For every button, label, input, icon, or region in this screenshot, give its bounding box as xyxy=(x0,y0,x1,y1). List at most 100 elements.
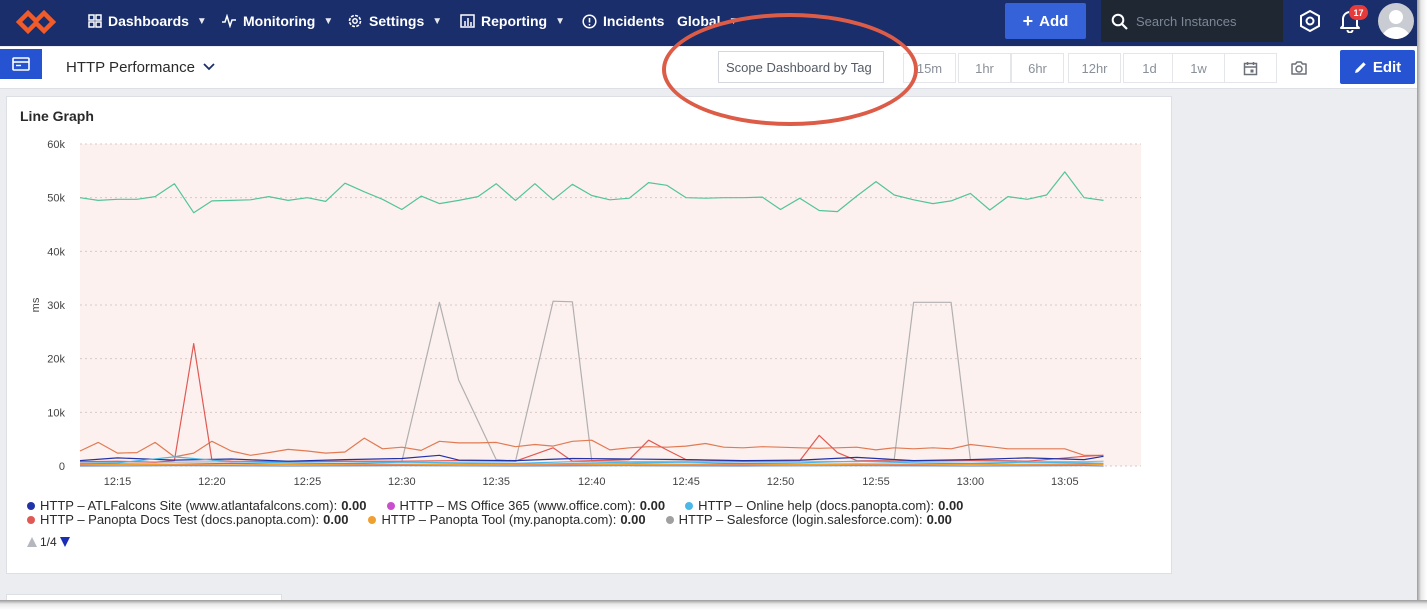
settings-icon xyxy=(348,14,362,28)
camera-icon xyxy=(1291,61,1307,75)
time-range-15m[interactable]: 15m xyxy=(903,53,956,83)
legend-page-up-icon[interactable] xyxy=(27,537,37,547)
nav-settings[interactable]: Settings ▼ xyxy=(347,0,442,42)
y-tick-label: 0 xyxy=(59,461,65,473)
legend-label: HTTP – MS Office 365 (www.office.com): xyxy=(399,499,636,513)
x-tick-label: 12:25 xyxy=(294,476,322,488)
dashboards-icon xyxy=(88,14,102,28)
nav-settings-label: Settings xyxy=(369,13,425,29)
time-range-1hr[interactable]: 1hr xyxy=(958,53,1011,83)
legend-page-down-icon[interactable] xyxy=(59,537,70,547)
window-shadow-right xyxy=(1417,0,1427,610)
chevron-down-icon: ▼ xyxy=(728,15,739,27)
x-tick-label: 12:35 xyxy=(482,476,510,488)
legend-value: 0.00 xyxy=(323,512,349,527)
search-icon xyxy=(1111,13,1128,30)
reporting-icon xyxy=(460,14,475,28)
user-avatar[interactable] xyxy=(1378,3,1414,39)
series-line-5 xyxy=(79,456,1104,464)
series-line-2 xyxy=(79,437,1104,458)
panopta-logo[interactable] xyxy=(14,7,58,37)
legend-swatch xyxy=(27,502,35,510)
nav-dashboards[interactable]: Dashboards ▼ xyxy=(88,0,207,42)
x-tick-label: 13:00 xyxy=(957,476,985,488)
monitoring-icon xyxy=(222,14,236,28)
edit-button-label: Edit xyxy=(1372,58,1402,76)
x-tick-label: 12:20 xyxy=(198,476,226,488)
nav-global[interactable]: Global ▼ xyxy=(677,0,738,42)
chevron-down-icon: ▼ xyxy=(432,15,443,27)
legend-entry[interactable]: HTTP – Panopta Tool (my.panopta.com): 0.0… xyxy=(368,512,646,527)
chevron-down-icon xyxy=(203,63,215,71)
time-range-12hr[interactable]: 12hr xyxy=(1068,53,1121,83)
scope-by-tag-input[interactable] xyxy=(718,51,884,83)
y-tick-label: 50k xyxy=(47,193,65,205)
legend-row: HTTP – ATLFalcons Site (www.atlantafalco… xyxy=(27,499,1027,513)
nav-global-label: Global xyxy=(677,13,721,29)
dashboard-toolbar: HTTP Performance 15m 1hr 6hr 12hr 1d 1w … xyxy=(0,47,1417,89)
legend-swatch xyxy=(368,516,377,524)
widget-title: Line Graph xyxy=(20,108,94,124)
legend-label: HTTP – Panopta Tool (my.panopta.com): xyxy=(381,512,617,527)
hexagon-settings-icon xyxy=(1300,9,1320,33)
series-line-0 xyxy=(79,171,1104,214)
y-tick-label: 10k xyxy=(47,407,65,419)
x-tick-label: 12:50 xyxy=(767,476,795,488)
x-tick-label: 13:05 xyxy=(1051,476,1079,488)
search-input[interactable] xyxy=(1136,13,1276,29)
y-tick-label: 40k xyxy=(47,246,65,258)
legend-swatch xyxy=(27,516,35,524)
plus-icon: + xyxy=(1022,11,1034,31)
legend-swatch xyxy=(685,502,694,510)
legend-entry[interactable]: HTTP – Salesforce (login.salesforce.com)… xyxy=(665,512,952,527)
nav-dashboards-label: Dashboards xyxy=(108,13,189,29)
incidents-icon xyxy=(582,13,597,29)
nav-incidents-label: Incidents xyxy=(603,13,665,29)
dashboard-list-button[interactable] xyxy=(0,49,42,79)
legend-entry[interactable]: HTTP – Panopta Docs Test (docs.panopta.c… xyxy=(27,513,348,527)
custom-date-button[interactable] xyxy=(1224,53,1277,83)
calendar-icon xyxy=(1243,61,1258,75)
next-widget xyxy=(6,594,282,600)
nav-incidents[interactable]: Incidents xyxy=(582,0,664,42)
settings-shortcut-button[interactable] xyxy=(1295,6,1325,36)
pencil-icon xyxy=(1354,61,1366,73)
nav-reporting[interactable]: Reporting ▼ xyxy=(460,0,565,42)
chevron-down-icon: ▼ xyxy=(323,15,334,27)
dashboard-selector[interactable]: HTTP Performance xyxy=(66,47,215,87)
legend-entry[interactable]: HTTP – Online help (docs.panopta.com): 0.… xyxy=(685,499,963,513)
series-line-1 xyxy=(79,300,1104,463)
x-tick-label: 12:45 xyxy=(672,476,700,488)
snapshot-button[interactable] xyxy=(1283,53,1315,83)
y-axis-label: ms xyxy=(30,297,42,312)
series-line-3 xyxy=(79,343,1104,463)
legend-value: 0.00 xyxy=(639,499,666,513)
time-range-1w[interactable]: 1w xyxy=(1172,53,1225,83)
legend-value: 0.00 xyxy=(620,512,646,527)
time-range-1d[interactable]: 1d xyxy=(1123,53,1176,83)
legend-row: HTTP – Panopta Docs Test (docs.panopta.c… xyxy=(27,513,1027,527)
nav-monitoring-label: Monitoring xyxy=(243,13,316,29)
legend-swatch xyxy=(665,516,674,524)
notification-count-badge: 17 xyxy=(1349,5,1368,20)
y-tick-label: 20k xyxy=(47,354,65,366)
legend-entry[interactable]: HTTP – ATLFalcons Site (www.atlantafalco… xyxy=(27,499,367,513)
add-button[interactable]: + Add xyxy=(1005,3,1086,39)
time-range-6hr[interactable]: 6hr xyxy=(1011,53,1064,83)
edit-button[interactable]: Edit xyxy=(1340,50,1415,84)
line-graph-widget: Line Graph 0 10k 20k 30k 40k 50k 60k 12:15 12:20… xyxy=(6,96,1172,574)
legend-label: HTTP – Panopta Docs Test (docs.panopta.c… xyxy=(40,512,320,527)
nav-monitoring[interactable]: Monitoring ▼ xyxy=(221,0,333,42)
x-tick-label: 12:40 xyxy=(578,476,606,488)
add-button-label: Add xyxy=(1039,12,1069,30)
y-tick-label: 30k xyxy=(47,300,65,312)
legend-page-indicator: 1/4 xyxy=(40,535,57,549)
legend-label: HTTP – Online help (docs.panopta.com): xyxy=(698,499,935,513)
legend-entry[interactable]: HTTP – MS Office 365 (www.office.com): 0.… xyxy=(386,499,666,513)
x-tick-label: 12:55 xyxy=(862,476,890,488)
nav-reporting-label: Reporting xyxy=(481,13,548,29)
legend-value: 0.00 xyxy=(926,512,952,527)
app-window: Dashboards ▼ Monitoring ▼ Settings ▼ Rep… xyxy=(0,0,1417,600)
legend-value: 0.00 xyxy=(341,499,367,513)
search-instances xyxy=(1101,0,1283,42)
